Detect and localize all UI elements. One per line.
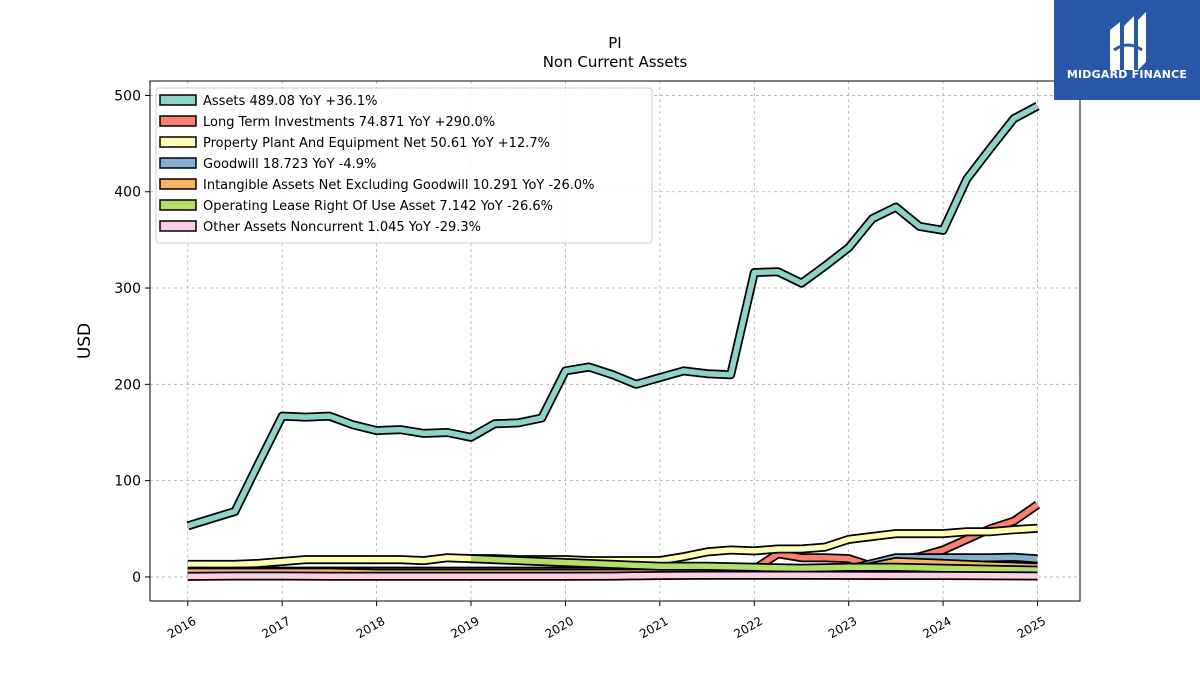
legend-swatch: [159, 199, 197, 211]
legend-label: Long Term Investments 74.871 YoY +290.0%: [203, 115, 495, 130]
y-tick-label: 100: [114, 474, 141, 490]
legend-item: Goodwill 18.723 YoY -4.9%: [159, 157, 376, 172]
x-tick-label: 2024: [920, 614, 953, 641]
y-tick-label: 200: [114, 377, 141, 393]
legend-item: Intangible Assets Net Excluding Goodwill…: [159, 178, 594, 193]
chart-title: PI: [608, 34, 621, 52]
legend-swatch: [159, 178, 197, 190]
x-tick-label: 2020: [543, 614, 576, 641]
chart-subtitle: Non Current Assets: [543, 53, 688, 71]
legend: Assets 489.08 YoY +36.1% Long Term Invest…: [155, 87, 653, 244]
legend-swatch: [159, 220, 197, 232]
logo-mark-icon: [1110, 12, 1146, 70]
x-tick-label: 2016: [165, 614, 198, 641]
series-line: [186, 103, 1039, 529]
series-layer: [186, 102, 1041, 581]
legend-label: Assets 489.08 YoY +36.1%: [203, 94, 378, 109]
legend-swatch: [159, 136, 197, 148]
y-tick-label: 0: [132, 570, 141, 586]
y-axis-label: USD: [75, 323, 95, 359]
x-tick-label: 2017: [259, 614, 292, 641]
series-line: [470, 555, 1038, 573]
x-tick-label: 2019: [448, 614, 481, 641]
y-tick-label: 300: [114, 281, 141, 297]
x-tick-label: 2023: [826, 614, 859, 641]
legend-label: Intangible Assets Net Excluding Goodwill…: [203, 178, 594, 193]
x-tick-label: 2018: [354, 614, 387, 641]
legend-swatch: [159, 94, 197, 106]
x-tick-label: 2025: [1015, 614, 1048, 641]
legend-item: Property Plant And Equipment Net 50.61 Y…: [159, 136, 550, 151]
x-tick-label: 2022: [732, 614, 765, 641]
x-tick-label: 2021: [637, 614, 670, 641]
legend-label: Goodwill 18.723 YoY -4.9%: [203, 157, 376, 172]
y-tick-label: 500: [114, 88, 141, 104]
brand-logo-text: MIDGARD FINANCE: [1066, 68, 1188, 81]
legend-label: Operating Lease Right Of Use Asset 7.142…: [203, 199, 553, 214]
legend-label: Other Assets Noncurrent 1.045 YoY -29.3%: [203, 220, 481, 235]
y-tick-label: 400: [114, 185, 141, 201]
legend-item: Other Assets Noncurrent 1.045 YoY -29.3%: [159, 220, 481, 235]
series-0: [186, 102, 1040, 531]
legend-label: Property Plant And Equipment Net 50.61 Y…: [203, 136, 550, 151]
legend-item: Operating Lease Right Of Use Asset 7.142…: [159, 199, 553, 214]
legend-item: Assets 489.08 YoY +36.1%: [159, 94, 378, 109]
plot-frame: [149, 80, 1081, 602]
legend-swatch: [159, 157, 197, 169]
brand-logo: MIDGARD FINANCE: [1054, 0, 1200, 100]
series-5: [470, 554, 1038, 575]
legend-box: [155, 87, 653, 244]
legend-item: Long Term Investments 74.871 YoY +290.0%: [159, 115, 495, 130]
legend-swatch: [159, 115, 197, 127]
series-line: [187, 572, 1038, 580]
series-6: [187, 570, 1038, 581]
